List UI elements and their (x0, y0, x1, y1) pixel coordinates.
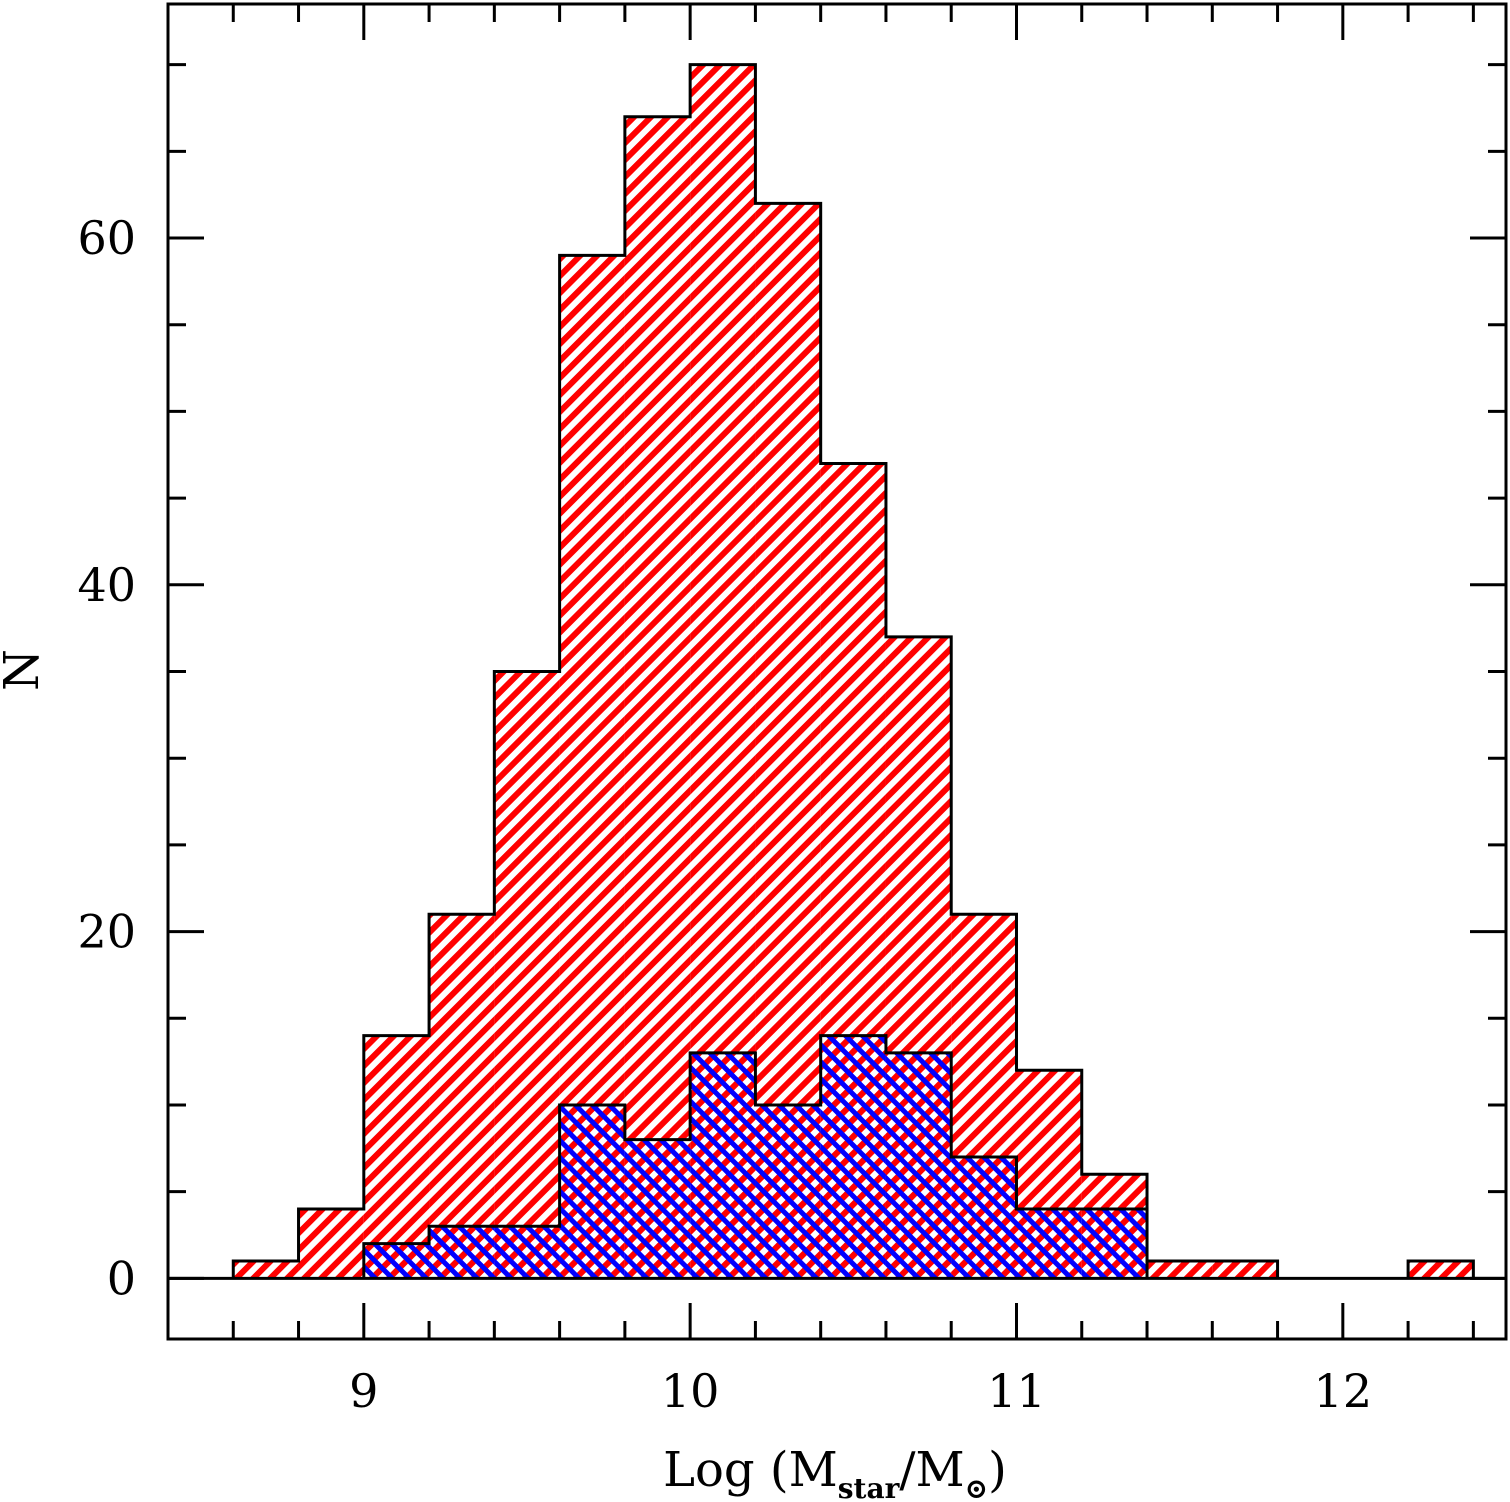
bar-all-8 (755, 203, 821, 1279)
bar-subsample-11 (1081, 1208, 1148, 1279)
bar-all-15 (1212, 1260, 1278, 1279)
x-axis-label-sub-star: star (838, 1472, 901, 1502)
y-tick-label: 20 (77, 905, 136, 959)
histogram-outlines (231, 63, 1475, 1279)
bar-all-6 (624, 116, 691, 1279)
bar-subsample-7 (820, 1035, 886, 1279)
y-tick-label: 40 (77, 558, 136, 612)
x-axis-label-sub-sun: ⊙ (965, 1472, 988, 1502)
x-axis-label-close: ) (988, 1442, 1007, 1498)
bar-subsample-0 (363, 1243, 430, 1279)
bar-subsample-5 (690, 1052, 756, 1279)
bar-subsample-2 (494, 1226, 560, 1279)
bar-subsample-1 (429, 1226, 495, 1279)
bar-all-14 (1147, 1260, 1213, 1279)
bar-subsample-9 (951, 1156, 1017, 1279)
bar-subsample-10 (1016, 1208, 1082, 1279)
x-tick-label: 10 (661, 1364, 720, 1418)
y-tick-label: 60 (77, 211, 136, 265)
series-subsample-bars (363, 1035, 1148, 1279)
outline-all (231, 63, 1475, 1279)
x-axis-label-main: Log (M (663, 1442, 838, 1498)
bar-all-2 (363, 1035, 430, 1279)
y-tick-label: 0 (107, 1251, 136, 1305)
bar-subsample-4 (624, 1139, 691, 1279)
series-all-bars (233, 64, 1474, 1279)
bar-subsample-6 (755, 1104, 821, 1279)
x-tick-label: 9 (349, 1364, 378, 1418)
bar-subsample-8 (885, 1052, 952, 1279)
x-tick-label: 12 (1314, 1364, 1373, 1418)
x-tick-labels: 9 10 11 12 (349, 1364, 1372, 1418)
bar-subsample-3 (559, 1104, 625, 1279)
x-axis-label: Log (Mstar/M⊙) (663, 1442, 1007, 1502)
x-tick-label: 11 (987, 1364, 1046, 1418)
bar-all-18 (1408, 1260, 1474, 1279)
axis-ticks (166, 4, 1506, 1339)
y-axis-label: N (0, 649, 50, 691)
x-axis-label-slash: /M (899, 1442, 964, 1498)
bar-all-1 (298, 1208, 364, 1279)
bar-all-4 (494, 671, 560, 1279)
outline-subsample (362, 1034, 1149, 1279)
y-tick-labels: 0 20 40 60 (77, 211, 136, 1305)
bar-all-0 (233, 1260, 299, 1279)
bar-all-3 (429, 914, 495, 1279)
